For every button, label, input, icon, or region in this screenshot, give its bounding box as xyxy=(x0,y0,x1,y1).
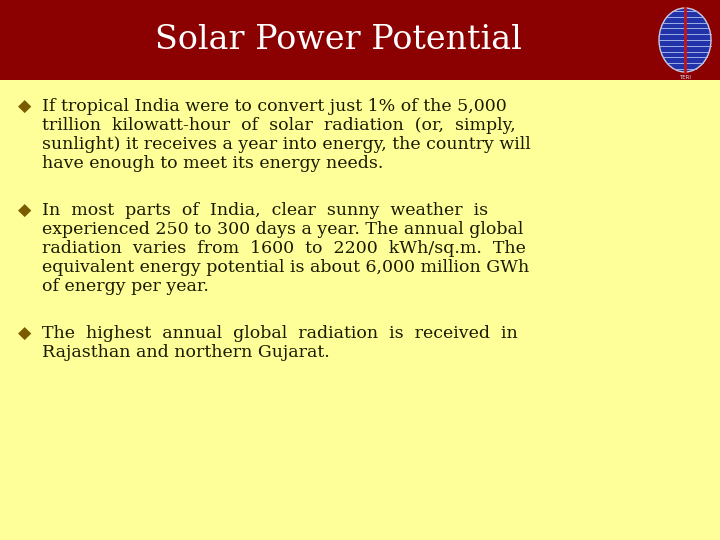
Text: ◆: ◆ xyxy=(18,202,32,220)
Text: ◆: ◆ xyxy=(18,325,32,343)
Text: equivalent energy potential is about 6,000 million GWh: equivalent energy potential is about 6,0… xyxy=(42,259,529,276)
Text: of energy per year.: of energy per year. xyxy=(42,278,209,295)
Text: have enough to meet its energy needs.: have enough to meet its energy needs. xyxy=(42,155,383,172)
Text: The  highest  annual  global  radiation  is  received  in: The highest annual global radiation is r… xyxy=(42,325,518,342)
Bar xyxy=(0,0,720,80)
Text: If tropical India were to convert just 1% of the 5,000: If tropical India were to convert just 1… xyxy=(42,98,507,115)
Text: Rajasthan and northern Gujarat.: Rajasthan and northern Gujarat. xyxy=(42,344,330,361)
Text: ◆: ◆ xyxy=(18,98,32,116)
Text: radiation  varies  from  1600  to  2200  kWh/sq.m.  The: radiation varies from 1600 to 2200 kWh/s… xyxy=(42,240,526,257)
Ellipse shape xyxy=(659,8,711,72)
Text: Solar Power Potential: Solar Power Potential xyxy=(155,24,522,56)
Text: In  most  parts  of  India,  clear  sunny  weather  is: In most parts of India, clear sunny weat… xyxy=(42,202,488,219)
Text: experienced 250 to 300 days a year. The annual global: experienced 250 to 300 days a year. The … xyxy=(42,221,523,238)
Text: sunlight) it receives a year into energy, the country will: sunlight) it receives a year into energy… xyxy=(42,136,531,153)
Text: trillion  kilowatt-hour  of  solar  radiation  (or,  simply,: trillion kilowatt-hour of solar radiatio… xyxy=(42,117,516,134)
Text: TERI: TERI xyxy=(679,75,691,80)
